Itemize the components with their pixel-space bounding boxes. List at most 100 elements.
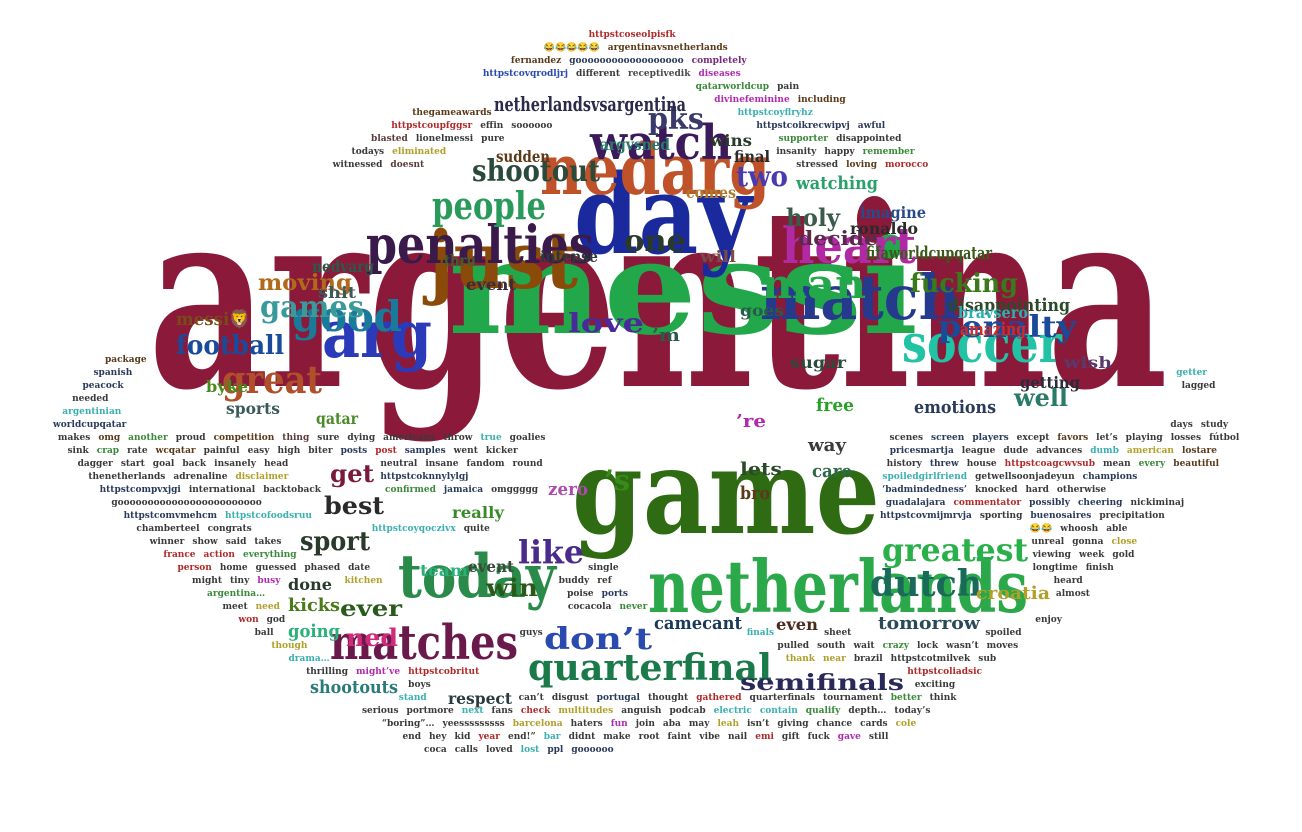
cloud-word-small: crap <box>96 446 120 456</box>
cloud-word: even <box>776 614 818 634</box>
cloud-word-small: wcqatar <box>155 446 196 456</box>
cloud-word-small: stand <box>398 693 427 703</box>
cloud-word-small: ports <box>601 589 628 599</box>
cloud-word-small: fernandez <box>510 56 562 66</box>
cloud-word-small: days <box>1170 420 1193 430</box>
cloud-word-small: able <box>1106 524 1128 534</box>
cloud-word-small: congrats <box>207 524 252 534</box>
cloud-word-small: omggggg <box>491 485 539 495</box>
cloud-word-small: goooooo <box>571 745 614 755</box>
cloud-word-small: aba <box>662 719 681 729</box>
cloud-word: decide <box>798 225 879 250</box>
cloud-word-small: diseases <box>698 69 741 79</box>
cloud-word-small: poise <box>567 589 594 599</box>
cloud-word: sudden <box>496 146 551 166</box>
cloud-word: wins <box>710 130 752 150</box>
cloud-word: sugar <box>790 352 846 372</box>
cloud-word: match <box>760 261 961 335</box>
cloud-word-small: enjoy <box>1035 615 1062 625</box>
cloud-word: really <box>452 502 505 522</box>
cloud-word-small: winner <box>149 537 185 547</box>
cloud-word-small: join <box>635 719 655 729</box>
cloud-word-small: divinefeminine <box>714 95 790 105</box>
cloud-word: kicks <box>288 595 340 617</box>
cloud-word-small: sheet <box>824 628 852 638</box>
cloud-word-small: chamberteel <box>136 524 200 534</box>
cloud-word-small: insanely <box>214 459 256 469</box>
cloud-word-small: lagged <box>1181 381 1216 391</box>
cloud-word: dutch <box>870 563 983 606</box>
cloud-word-small: electric <box>713 706 752 716</box>
cloud-word-small: check <box>520 706 551 716</box>
cloud-word-small: action <box>203 550 235 560</box>
cloud-word-small: true <box>480 433 502 443</box>
cloud-word-small: next <box>461 706 484 716</box>
cloud-word-small: phased <box>304 563 341 573</box>
cloud-word-small: httpstcoliadsic <box>907 667 983 677</box>
cloud-word-small: 😂😂 <box>1029 524 1053 534</box>
cloud-word-small: goooooooooooooooooo <box>569 56 684 66</box>
cloud-word: fifaworldcupqatar <box>866 243 993 265</box>
cloud-word: team <box>420 560 469 580</box>
cloud-word: disappointing <box>948 295 1071 317</box>
cloud-word-small: longtime <box>1032 563 1078 573</box>
cloud-word: shootout <box>472 154 600 190</box>
cloud-word-small: guadalajara <box>885 498 946 508</box>
cloud-word-small: goalies <box>509 433 546 443</box>
cloud-word-small: lionelmessi <box>415 134 474 144</box>
cloud-word-small: end <box>402 732 421 742</box>
cloud-word-small: meet <box>222 602 248 612</box>
cloud-word: lets <box>740 459 783 481</box>
cloud-word-small: high <box>277 446 301 456</box>
cloud-word-small: american <box>1126 446 1174 456</box>
cloud-word-small: might <box>192 576 222 586</box>
cloud-word-small: including <box>797 95 846 105</box>
cloud-word: argvsned <box>600 134 670 154</box>
cloud-word-small: house <box>966 459 997 469</box>
cloud-word: soccer <box>902 314 1062 376</box>
cloud-word: nedvarg <box>312 256 375 276</box>
cloud-word-small: haters <box>570 719 603 729</box>
cloud-word-small: proud <box>175 433 206 443</box>
cloud-word: will <box>700 246 736 266</box>
cloud-word-small: back <box>182 459 207 469</box>
cloud-word-small: almost <box>1055 589 1090 599</box>
cloud-word-small: another <box>128 433 168 443</box>
cloud-word: thru <box>444 250 477 270</box>
cloud-word-small: jamaica <box>443 485 484 495</box>
cloud-word-small: chance <box>816 719 853 729</box>
cloud-word-small: kid <box>454 732 471 742</box>
cloud-word: wish <box>1064 352 1112 372</box>
cloud-word-small: anguish <box>621 706 662 716</box>
cloud-word-small: nail <box>728 732 748 742</box>
cloud-word: get <box>330 459 375 489</box>
cloud-word-small: httpstcoknnylylgj <box>380 472 469 482</box>
cloud-word-small: didnt <box>568 732 596 742</box>
cloud-word-small: dude <box>1003 446 1029 456</box>
cloud-word-small: single <box>588 563 619 573</box>
cloud-word-small: qualify <box>805 706 841 716</box>
cloud-word: bro <box>740 483 770 505</box>
cloud-word-small: podcab <box>669 706 706 716</box>
cloud-word-small: never <box>619 602 648 612</box>
cloud-word: byke <box>206 376 249 396</box>
cloud-word-small: dying <box>347 433 376 443</box>
cloud-word: well <box>1014 383 1069 413</box>
cloud-word-small: possibly <box>1029 498 1070 508</box>
cloud-word-small: home <box>219 563 248 573</box>
cloud-word: final <box>734 146 770 166</box>
cloud-word: netherlandsvsargentina <box>494 91 686 116</box>
cloud-word: ronaldo <box>850 218 919 238</box>
cloud-word-small: insane <box>425 459 459 469</box>
cloud-word-small: international <box>188 485 256 495</box>
cloud-word-small: kitchen <box>344 576 383 586</box>
cloud-word-small: precipitation <box>1099 511 1165 521</box>
cloud-word-small: screen <box>931 433 965 443</box>
cloud-word-small: gave <box>837 732 861 742</box>
cloud-word: good <box>292 291 402 341</box>
cloud-word: heart <box>782 216 916 275</box>
cloud-word-small: barcelona <box>512 719 563 729</box>
cloud-word-small: might’ve <box>356 667 401 677</box>
cloud-word-small: went <box>453 446 478 456</box>
cloud-word-small: painful <box>203 446 240 456</box>
